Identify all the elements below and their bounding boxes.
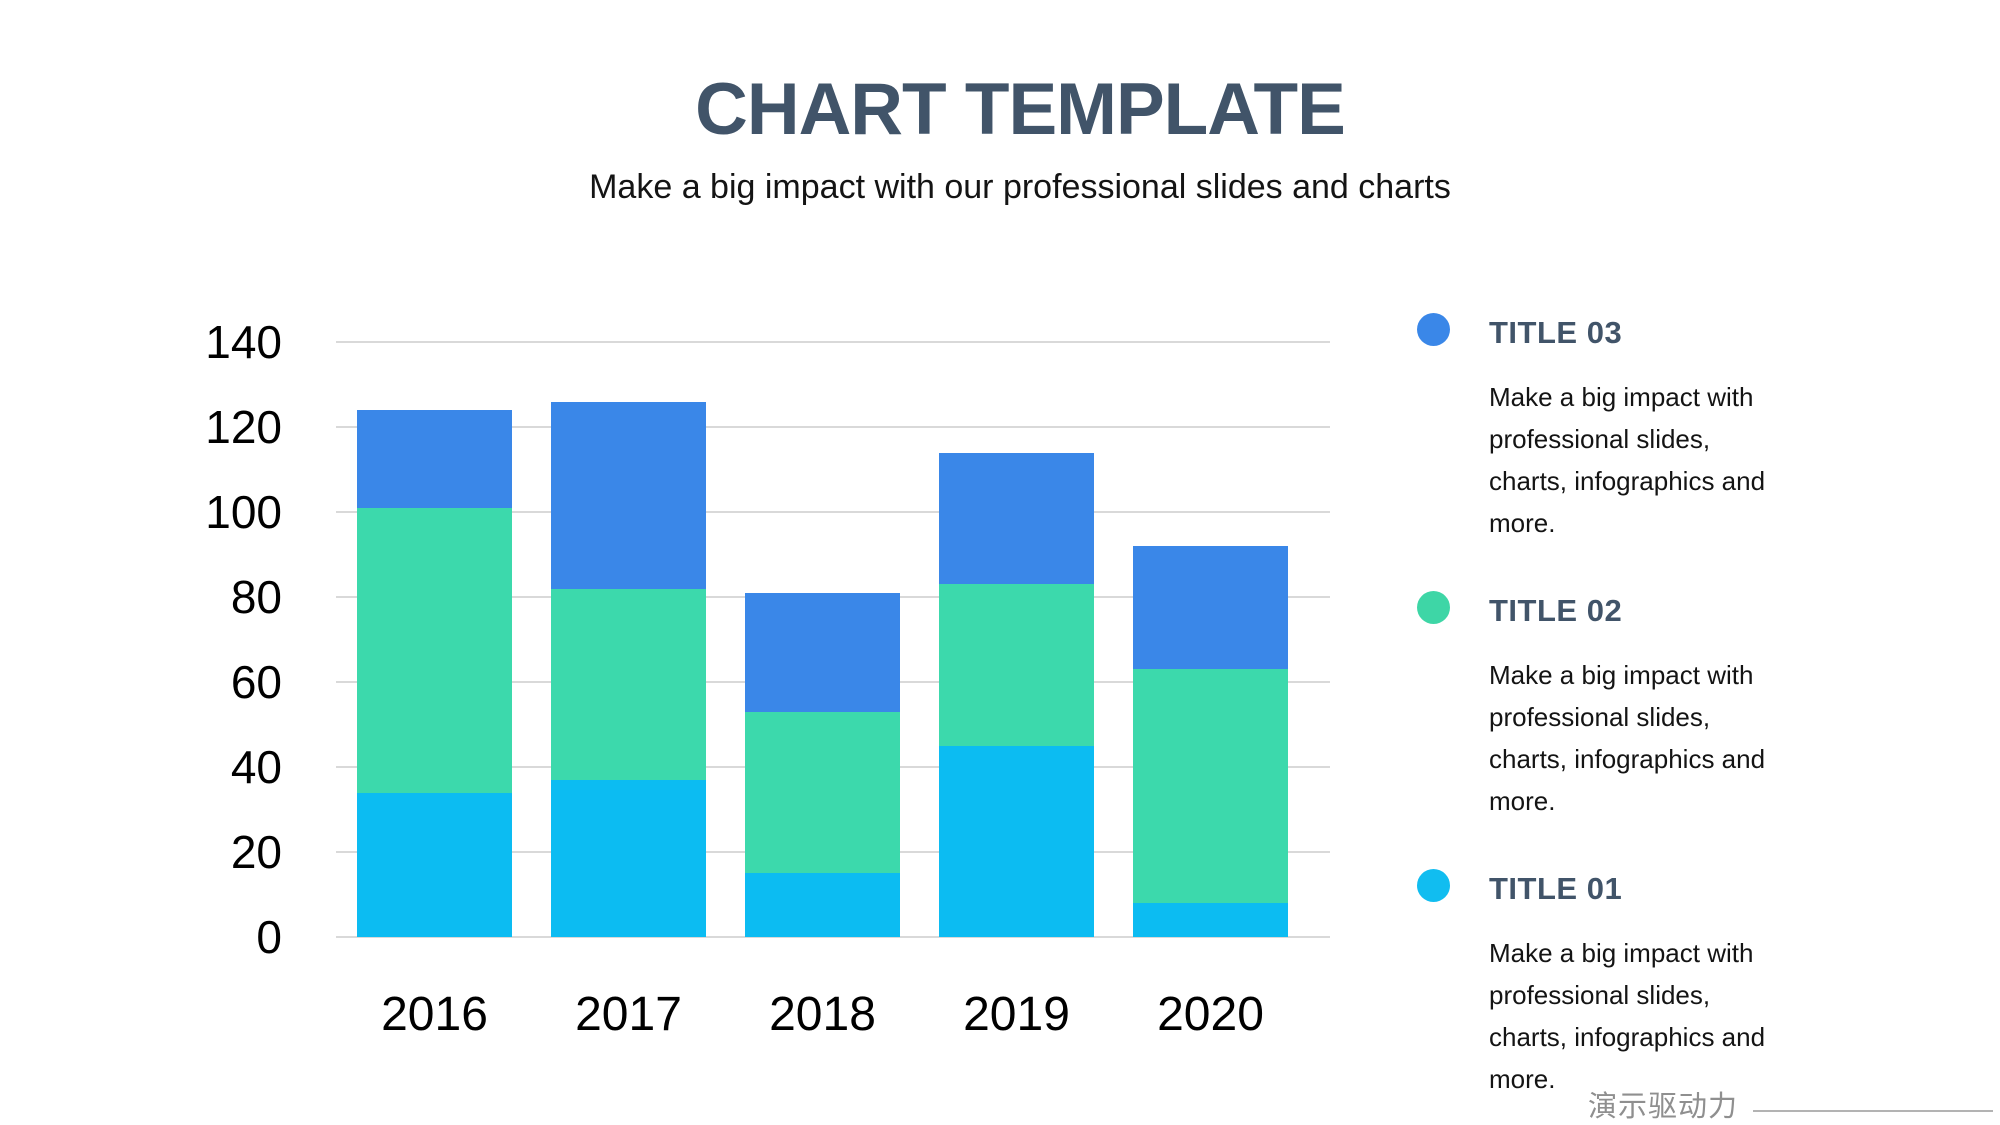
gridline — [336, 511, 1330, 513]
legend-item-label: TITLE 02 — [1489, 593, 1623, 628]
legend-item-description: Make a big impact with professional slid… — [1489, 938, 1766, 1094]
bar-segment-title-03 — [357, 410, 512, 508]
legend-item-title-03: TITLE 03 Make a big impact with professi… — [1417, 313, 1887, 544]
x-tick-label: 2016 — [381, 988, 488, 1041]
bar-segment-title-01 — [745, 873, 900, 937]
x-tick-label: 2017 — [575, 988, 682, 1041]
bar-group-2016 — [357, 410, 512, 937]
legend-item-title-01: TITLE 01 Make a big impact with professi… — [1417, 869, 1887, 1100]
bar-group-2019 — [939, 452, 1094, 937]
footer-divider-line — [1753, 1110, 1993, 1112]
bar-group-2017 — [551, 401, 706, 937]
y-tick-label: 40 — [230, 741, 282, 793]
bar-group-2020 — [1133, 546, 1288, 937]
y-tick-label: 60 — [230, 656, 282, 708]
x-tick-label: 2020 — [1157, 988, 1264, 1041]
legend-content: TITLE 03 Make a big impact with professi… — [1489, 316, 1887, 544]
legend-item-description: Make a big impact with professional slid… — [1489, 382, 1766, 538]
legend-item-label: TITLE 01 — [1489, 871, 1623, 906]
plot-area: 2016 2017 2018 2019 2020 — [336, 341, 1330, 1041]
y-tick-label: 140 — [205, 316, 282, 368]
legend-content: TITLE 01 Make a big impact with professi… — [1489, 872, 1887, 1100]
bar-segment-title-01 — [357, 792, 512, 937]
bar-segment-title-03 — [939, 452, 1094, 585]
legend-item-label: TITLE 03 — [1489, 315, 1623, 350]
legend-content: TITLE 02 Make a big impact with professi… — [1489, 594, 1887, 822]
header: CHART TEMPLATE Make a big impact with ou… — [40, 0, 2000, 207]
y-tick-label: 100 — [205, 486, 282, 538]
bar-segment-title-01 — [551, 779, 706, 937]
watermark-text: 演示驱动力 — [1588, 1091, 1739, 1123]
x-tick-label: 2019 — [963, 988, 1070, 1041]
legend-dot-teal-icon — [1417, 591, 1450, 624]
gridline — [336, 426, 1330, 428]
bar-segment-title-02 — [1133, 669, 1288, 903]
x-tick-label: 2018 — [769, 988, 876, 1041]
bar-segment-title-01 — [1133, 903, 1288, 937]
y-tick-label: 120 — [205, 401, 282, 453]
stacked-bar-chart: 0 20 40 60 80 100 120 140 2016 2017 2018 2019 2020 — [140, 317, 1330, 1041]
legend-item-title-02: TITLE 02 Make a big impact with professi… — [1417, 591, 1887, 822]
page-subtitle: Make a big impact with our professional … — [589, 168, 1451, 207]
page-title: CHART TEMPLATE — [695, 69, 1346, 150]
legend-dot-cyan-icon — [1417, 869, 1450, 902]
bar-segment-title-02 — [551, 588, 706, 780]
bar-segment-title-03 — [1133, 546, 1288, 670]
bar-segment-title-02 — [939, 584, 1094, 746]
gridline — [336, 936, 1330, 938]
bar-group-2018 — [745, 592, 900, 937]
y-tick-label: 20 — [230, 826, 282, 878]
gridline — [336, 341, 1330, 343]
bar-segment-title-02 — [357, 507, 512, 793]
y-axis: 0 20 40 60 80 100 120 140 — [140, 317, 282, 962]
bar-segment-title-03 — [745, 592, 900, 712]
bar-segment-title-02 — [745, 711, 900, 874]
y-tick-label: 0 — [256, 911, 282, 963]
bar-segment-title-03 — [551, 401, 706, 589]
legend-item-description: Make a big impact with professional slid… — [1489, 660, 1766, 816]
legend-dot-blue-icon — [1417, 313, 1450, 346]
y-tick-label: 80 — [230, 571, 282, 623]
bar-segment-title-01 — [939, 745, 1094, 937]
